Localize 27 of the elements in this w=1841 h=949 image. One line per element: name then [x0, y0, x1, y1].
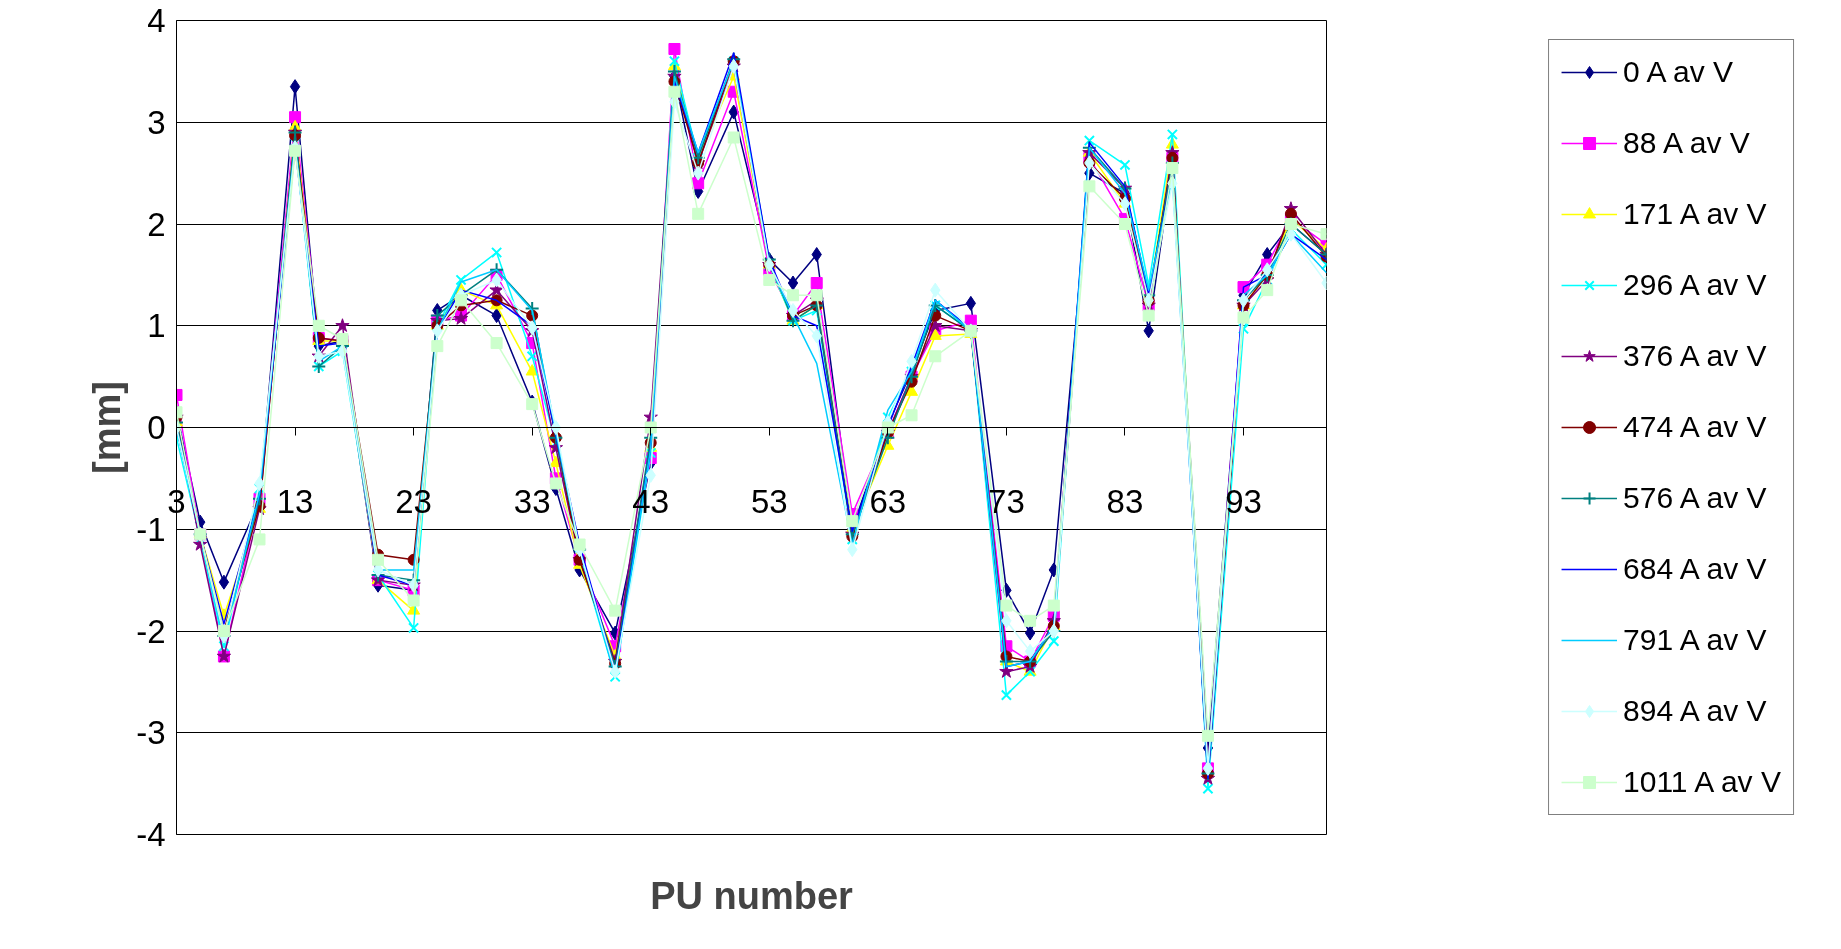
legend-label: 894 A av V	[1623, 693, 1767, 729]
legend-label: 576 A av V	[1623, 480, 1767, 516]
x-tick-label: 13	[276, 482, 314, 520]
x-tick-label: 53	[750, 482, 788, 520]
legend-label: 296 A av V	[1623, 267, 1767, 303]
legend-label: 474 A av V	[1623, 409, 1767, 445]
x-tick-label: 33	[513, 482, 551, 520]
y-tick-label: 2	[147, 205, 166, 243]
legend-label: 791 A av V	[1623, 622, 1767, 658]
y-tick-label: -2	[136, 612, 166, 650]
x-tick-label: 63	[869, 482, 907, 520]
x-axis-title: PU number	[650, 874, 854, 917]
y-tick-label: 4	[147, 2, 166, 39]
y-tick-label: 1	[147, 307, 166, 345]
legend-label: 1011 A av V	[1623, 764, 1781, 800]
x-tick-label: 83	[1106, 482, 1144, 520]
legend-label: 88 A av V	[1623, 125, 1750, 161]
y-tick-label: -4	[136, 816, 166, 853]
y-tick-label: 0	[147, 409, 166, 446]
legend-label: 0 A av V	[1623, 54, 1734, 90]
y-tick-label: 3	[147, 103, 166, 141]
legend-label: 684 A av V	[1623, 551, 1767, 587]
legend-label: 171 A av V	[1623, 196, 1767, 232]
y-tick-label: -3	[136, 714, 166, 752]
y-axis-title: [mm]	[86, 381, 129, 474]
legend-label: 376 A av V	[1623, 338, 1767, 374]
y-tick-label: -1	[136, 510, 166, 548]
